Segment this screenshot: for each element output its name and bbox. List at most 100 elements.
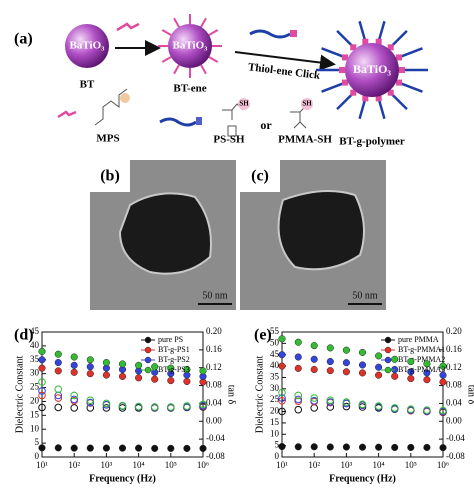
sphere [65, 24, 109, 68]
point [358, 348, 367, 357]
chain-end [399, 67, 405, 73]
label-box [240, 160, 280, 192]
point [391, 372, 399, 380]
chain-end [350, 89, 357, 96]
tan-point [183, 402, 191, 410]
spike [161, 56, 172, 63]
tan-point [150, 403, 159, 411]
point [86, 363, 94, 371]
tan-point [278, 394, 286, 402]
x-tick-label: 10⁵ [165, 460, 177, 470]
point [423, 376, 431, 384]
point [294, 338, 302, 346]
point [86, 356, 94, 364]
tan-point [134, 402, 143, 411]
point [167, 364, 175, 372]
point [375, 371, 383, 379]
legend-marker [384, 356, 392, 364]
chain-end [341, 54, 348, 61]
chain-end [375, 38, 382, 45]
spike [161, 29, 172, 36]
x-tick-label: 10⁴ [373, 460, 385, 470]
y2-tick-label: -0.04 [206, 433, 225, 443]
tan-point [102, 399, 111, 408]
tan-point [374, 402, 383, 410]
point [358, 369, 367, 377]
x-tick-label: 10² [308, 460, 320, 470]
point [70, 444, 78, 452]
particle [118, 192, 212, 275]
x-tick-label: 10¹ [36, 460, 48, 470]
point [118, 372, 127, 380]
point [199, 367, 207, 375]
point [358, 361, 367, 369]
tan-point [294, 405, 303, 414]
point [423, 369, 431, 377]
point [135, 444, 143, 452]
y-tick-label: 45 [270, 349, 280, 359]
tan-point [86, 398, 95, 407]
tan-point [86, 404, 95, 412]
polymer-chains [316, 20, 428, 120]
point [342, 346, 350, 354]
spike [173, 17, 180, 28]
tan-point [54, 385, 63, 393]
tan-point [38, 391, 46, 400]
x-tick-label: 10² [68, 460, 80, 470]
pmma-structure [290, 105, 307, 129]
point [183, 365, 191, 374]
y-tick-label: 50 [270, 337, 280, 347]
tan-point [310, 396, 319, 405]
tan-point [278, 407, 286, 416]
sphere-label: BaTiO₃ [173, 40, 209, 52]
point [294, 443, 302, 451]
scale-label: 50 nm [352, 290, 378, 301]
legend-label: BT-g-PMMA1 [398, 345, 445, 354]
tan-point [294, 395, 303, 404]
y2-axis-title: tan δ [466, 385, 474, 405]
panel-label: (e) [254, 327, 272, 344]
tan-point [278, 388, 286, 397]
legend-label: BT-g-PMMA3 [398, 365, 445, 374]
chain-end [387, 89, 394, 96]
y2-tick-label: 0.04 [446, 397, 462, 407]
point [135, 361, 143, 369]
chain-end [396, 79, 403, 86]
point [423, 443, 431, 452]
y-tick-label: 5 [35, 437, 40, 447]
point [342, 359, 350, 367]
y2-tick-label: 0.00 [446, 415, 462, 425]
point [439, 371, 447, 379]
tan-point [70, 391, 78, 400]
particle [277, 190, 365, 271]
y-tick-label: 15 [30, 409, 40, 419]
ene-icon [116, 22, 140, 32]
point [54, 359, 62, 367]
polymer-icon [159, 117, 197, 127]
point [375, 363, 383, 371]
point [38, 444, 46, 452]
point [70, 368, 78, 376]
point [310, 355, 318, 363]
x-tick-label: 10⁵ [405, 460, 417, 470]
chain-end [396, 54, 403, 61]
x-tick-label: 10⁴ [133, 460, 145, 470]
chain-end [362, 95, 369, 102]
point [278, 335, 286, 343]
point [310, 342, 318, 350]
spike [173, 64, 180, 75]
y-tick-label: 30 [270, 383, 280, 393]
chain-end [362, 38, 369, 45]
y-tick-label: 25 [270, 394, 280, 404]
x-axis-title: Frequency (Hz) [329, 473, 396, 484]
x-tick-label: 10⁶ [197, 460, 209, 470]
y2-tick-label: -0.08 [446, 451, 465, 461]
y-tick-label: 45 [30, 326, 40, 336]
sphere-label: BaTiO₃ [353, 62, 391, 76]
point [278, 362, 286, 370]
panel-label: (a) [14, 31, 33, 48]
y2-tick-label: 0.12 [206, 362, 222, 372]
y-tick-label: 0 [35, 451, 40, 461]
point [294, 364, 302, 372]
